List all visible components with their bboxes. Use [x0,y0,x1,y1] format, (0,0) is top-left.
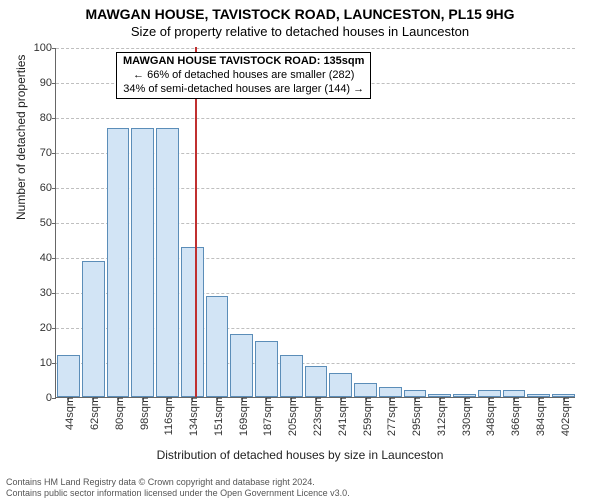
bar [181,247,204,398]
annotation-line-2: ← 66% of detached houses are smaller (28… [123,69,364,83]
y-tick-mark [52,153,56,154]
x-tick-label: 98sqm [135,397,151,430]
y-tick-label: 90 [40,77,52,89]
x-tick-label: 151sqm [209,397,225,436]
y-tick-mark [52,363,56,364]
x-tick-label: 295sqm [407,397,423,436]
gridline [56,48,575,49]
y-tick-label: 100 [34,42,52,54]
x-tick-label: 80sqm [110,397,126,430]
y-tick-label: 20 [40,322,52,334]
bar [82,261,105,398]
x-tick-label: 402sqm [556,397,572,436]
bar [230,334,253,397]
x-tick-label: 259sqm [358,397,374,436]
x-tick-label: 277sqm [382,397,398,436]
bar [478,390,501,397]
y-tick-mark [52,118,56,119]
bar [206,296,229,398]
x-tick-label: 134sqm [184,397,200,436]
chart-subtitle: Size of property relative to detached ho… [0,22,600,39]
footer-line-2: Contains public sector information licen… [6,488,350,498]
bar [329,373,352,398]
x-tick-label: 116sqm [159,397,175,435]
bar [503,390,526,397]
y-tick-label: 40 [40,252,52,264]
bar [379,387,402,398]
x-tick-label: 187sqm [258,397,274,436]
y-tick-mark [52,328,56,329]
bar [57,355,80,397]
chart-area: MAWGAN HOUSE TAVISTOCK ROAD: 135sqm ← 66… [55,48,575,398]
bar [131,128,154,398]
y-tick-mark [52,188,56,189]
annotation-box: MAWGAN HOUSE TAVISTOCK ROAD: 135sqm ← 66… [116,52,371,99]
y-tick-mark [52,398,56,399]
footer-attribution: Contains HM Land Registry data © Crown c… [6,477,350,498]
bar [305,366,328,398]
y-tick-mark [52,83,56,84]
y-tick-label: 60 [40,182,52,194]
bar [404,390,427,397]
x-tick-label: 169sqm [234,397,250,436]
y-tick-mark [52,223,56,224]
y-axis-label: Number of detached properties [14,55,28,220]
bar [255,341,278,397]
x-tick-label: 384sqm [531,397,547,436]
y-tick-label: 0 [46,392,52,404]
bar [156,128,179,398]
footer-line-1: Contains HM Land Registry data © Crown c… [6,477,350,487]
y-tick-label: 30 [40,287,52,299]
x-tick-label: 205sqm [283,397,299,436]
y-tick-mark [52,48,56,49]
x-tick-label: 348sqm [481,397,497,436]
y-tick-mark [52,258,56,259]
y-tick-mark [52,293,56,294]
bar [354,383,377,397]
plot-region: MAWGAN HOUSE TAVISTOCK ROAD: 135sqm ← 66… [55,48,575,398]
x-tick-label: 366sqm [506,397,522,436]
chart-title: MAWGAN HOUSE, TAVISTOCK ROAD, LAUNCESTON… [0,0,600,22]
x-tick-label: 62sqm [85,397,101,430]
x-tick-label: 330sqm [457,397,473,436]
gridline [56,118,575,119]
annotation-line-1: MAWGAN HOUSE TAVISTOCK ROAD: 135sqm [123,55,364,69]
highlight-marker-line [195,47,197,397]
bar [107,128,130,398]
x-tick-label: 312sqm [432,397,448,436]
y-tick-label: 70 [40,147,52,159]
bar [280,355,303,397]
x-tick-label: 241sqm [333,397,349,436]
y-tick-label: 80 [40,112,52,124]
y-tick-label: 50 [40,217,52,229]
annotation-line-3: 34% of semi-detached houses are larger (… [123,83,364,97]
x-axis-label: Distribution of detached houses by size … [0,448,600,462]
y-tick-label: 10 [40,357,52,369]
x-tick-label: 44sqm [60,397,76,430]
x-tick-label: 223sqm [308,397,324,436]
